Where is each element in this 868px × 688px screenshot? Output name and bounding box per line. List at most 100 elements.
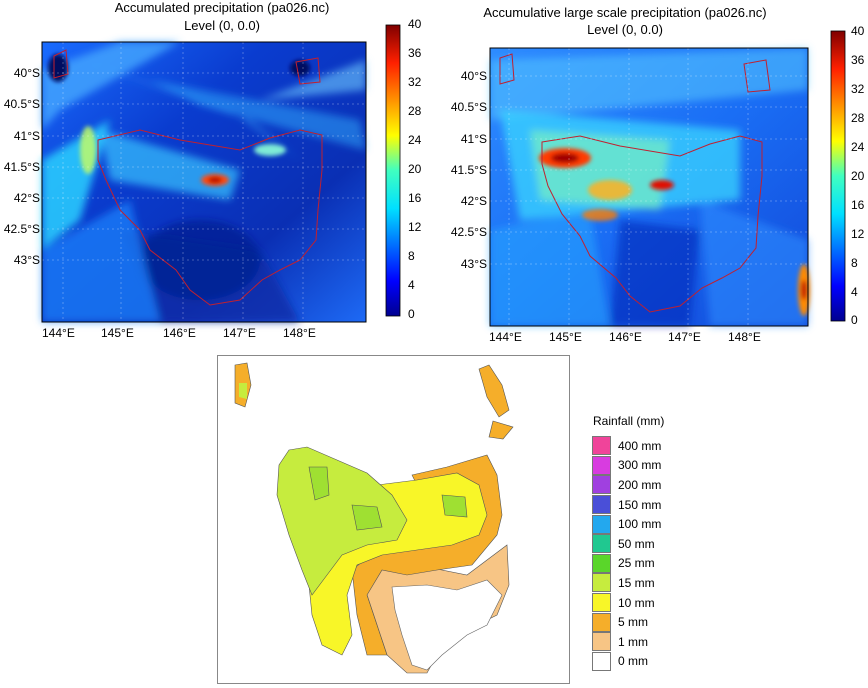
- rainfall-legend: Rainfall (mm) 400 mm 300 mm 200 mm 150 mm 10…: [592, 414, 692, 671]
- rainfall-legend-item: 150 mm: [592, 495, 692, 515]
- lon-label: 148°E: [283, 326, 316, 340]
- lon-label: 148°E: [728, 330, 761, 344]
- colorbar-tick: 32: [408, 75, 422, 89]
- colorbar-tick: 32: [851, 82, 865, 96]
- rainfall-legend-item: 15 mm: [592, 573, 692, 593]
- colorbar-tick: 20: [851, 169, 865, 183]
- lat-label: 42°S: [460, 194, 487, 208]
- rainfall-legend-item: 25 mm: [592, 553, 692, 574]
- map-1-colorbar: [385, 24, 401, 317]
- map-1-colorbar-ticks: 40 36 32 28 24 20 16 12 8 4 0: [405, 0, 439, 345]
- lat-label: 41.5°S: [450, 163, 487, 177]
- lon-label: 147°E: [223, 326, 256, 340]
- map-2-subtitle: Level (0, 0.0): [587, 22, 663, 37]
- lon-label: 147°E: [668, 330, 701, 344]
- lat-label: 41°S: [13, 129, 40, 143]
- zone-15mm: [276, 446, 408, 596]
- legend-swatch: [592, 455, 611, 475]
- colorbar-tick: 40: [851, 24, 865, 38]
- map-1-lon-labels: 144°E 145°E 146°E 147°E 148°E: [0, 326, 440, 344]
- rainfall-legend-title: Rainfall (mm): [593, 414, 665, 428]
- rainfall-legend-item: 400 mm: [592, 436, 692, 456]
- colorbar-tick: 12: [851, 227, 865, 241]
- lat-label: 43°S: [13, 253, 40, 267]
- colorbar-tick: 4: [408, 278, 415, 292]
- legend-label: 5 mm: [618, 615, 648, 630]
- legend-label: 25 mm: [618, 556, 655, 571]
- colorbar-tick: 36: [408, 46, 422, 60]
- rainfall-legend-item: 50 mm: [592, 534, 692, 554]
- colorbar-tick: 8: [408, 249, 415, 263]
- map-2-plot: [489, 30, 846, 327]
- colorbar-tick: 24: [408, 133, 422, 147]
- map-2-colorbar-ticks: 40 36 32 28 24 20 16 12 8 4 0: [848, 0, 868, 350]
- colorbar-tick: 40: [408, 17, 422, 31]
- lat-label: 42°S: [13, 191, 40, 205]
- map-1-subtitle: Level (0, 0.0): [184, 18, 260, 33]
- map-1-plot: [41, 24, 401, 323]
- lat-label: 42.5°S: [3, 222, 40, 236]
- colorbar-tick: 4: [851, 285, 858, 299]
- lon-label: 144°E: [42, 326, 75, 340]
- lat-label: 40°S: [13, 66, 40, 80]
- legend-label: 400 mm: [618, 438, 662, 453]
- legend-swatch: [592, 553, 611, 573]
- map-2-title: Accumulative large scale precipitation (…: [483, 5, 767, 20]
- map-2-colorbar: [830, 30, 846, 322]
- map-1-title: Accumulated precipitation (pa026.nc): [114, 0, 330, 15]
- lon-label: 144°E: [489, 330, 522, 344]
- lat-label: 40°S: [460, 69, 487, 83]
- legend-label: 100 mm: [618, 517, 662, 532]
- rainfall-legend-item: 5 mm: [592, 612, 692, 632]
- map-1-coastline: [97, 129, 323, 306]
- legend-swatch: [592, 436, 611, 456]
- colorbar-tick: 28: [408, 104, 422, 118]
- legend-label: 150 mm: [618, 497, 662, 512]
- legend-label: 300 mm: [618, 458, 662, 473]
- legend-label: 15 mm: [618, 575, 655, 590]
- lon-label: 145°E: [101, 326, 134, 340]
- rainfall-legend-item: 10 mm: [592, 593, 692, 613]
- rainfall-legend-item: 1 mm: [592, 632, 692, 652]
- map-2-coastline: [541, 135, 763, 313]
- legend-swatch: [592, 632, 611, 652]
- lon-label: 146°E: [163, 326, 196, 340]
- lat-label: 40.5°S: [3, 97, 40, 111]
- rainfall-legend-item: 0 mm: [592, 651, 692, 672]
- colorbar-tick: 24: [851, 140, 865, 154]
- legend-swatch: [592, 495, 611, 515]
- flinders-island: [478, 364, 510, 418]
- lat-label: 42.5°S: [450, 225, 487, 239]
- rainfall-map-plot: [217, 355, 570, 684]
- zone-25mm: [308, 466, 330, 501]
- map-2-lat-labels: 40°S 40.5°S 41°S 41.5°S 42°S 42.5°S 43°S: [440, 0, 487, 350]
- legend-swatch: [592, 573, 611, 593]
- rainfall-legend-item: 200 mm: [592, 475, 692, 495]
- lat-label: 43°S: [460, 257, 487, 271]
- legend-label: 1 mm: [618, 634, 648, 649]
- colorbar-tick: 0: [851, 313, 858, 327]
- legend-swatch: [592, 534, 611, 554]
- lon-label: 146°E: [609, 330, 642, 344]
- rainfall-legend-item: 300 mm: [592, 455, 692, 476]
- legend-label: 200 mm: [618, 477, 662, 492]
- legend-swatch: [592, 651, 611, 671]
- precip-map-1: Accumulated precipitation (pa026.nc) Lev…: [0, 0, 440, 345]
- colorbar-tick: 16: [408, 191, 422, 205]
- lon-label: 145°E: [549, 330, 582, 344]
- colorbar-tick: 16: [851, 198, 865, 212]
- colorbar-tick: 36: [851, 53, 865, 67]
- rainfall-legend-items: 400 mm 300 mm 200 mm 150 mm 100 mm 50 mm 25 mm…: [592, 436, 692, 671]
- colorbar-tick: 0: [408, 307, 415, 321]
- lat-label: 40.5°S: [450, 100, 487, 114]
- colorbar-tick: 12: [408, 220, 422, 234]
- lat-label: 41.5°S: [3, 160, 40, 174]
- colorbar-tick: 8: [851, 256, 858, 270]
- legend-swatch: [592, 475, 611, 495]
- legend-label: 50 mm: [618, 536, 655, 551]
- legend-swatch: [592, 612, 611, 632]
- legend-label: 10 mm: [618, 595, 655, 610]
- map-1-lat-labels: 40°S 40.5°S 41°S 41.5°S 42°S 42.5°S 43°S: [0, 0, 40, 345]
- map-2-lon-labels: 144°E 145°E 146°E 147°E 148°E: [440, 330, 868, 348]
- colorbar-tick: 20: [408, 162, 422, 176]
